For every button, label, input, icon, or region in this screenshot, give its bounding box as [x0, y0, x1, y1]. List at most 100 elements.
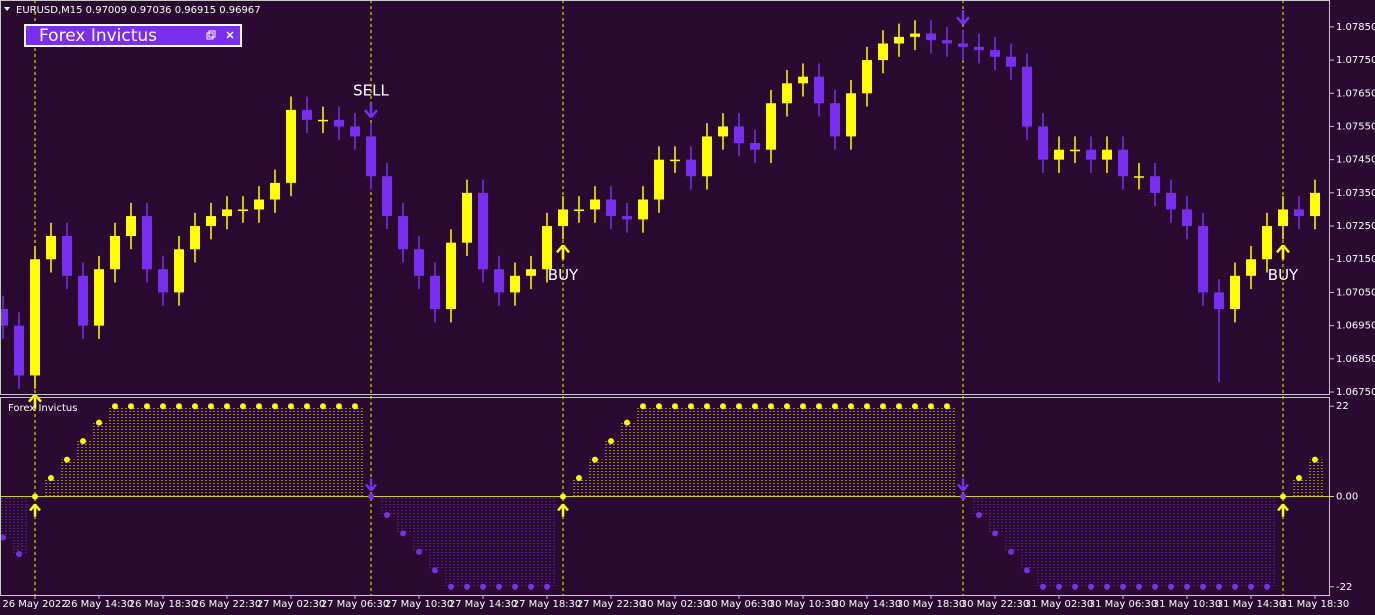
hatch-bar: [395, 496, 411, 534]
y-tick-label: 22: [1336, 401, 1349, 412]
candle-body: [350, 126, 360, 137]
hatch-bar: [603, 441, 619, 497]
candle-body: [526, 269, 536, 276]
hatch-bar: [619, 422, 635, 497]
candle-body: [382, 176, 392, 217]
hatch-bar: [763, 406, 779, 497]
candle-body: [558, 209, 568, 227]
indicator-dot: [768, 403, 774, 410]
menu-triangle[interactable]: [4, 7, 10, 11]
hatch-bar: [1307, 459, 1323, 497]
candle-body: [238, 209, 248, 211]
indicator-dot: [656, 403, 662, 410]
candle-body: [1246, 259, 1256, 276]
y-tick-label: -22: [1336, 582, 1352, 593]
candle-body: [574, 209, 584, 211]
close-button[interactable]: [226, 31, 234, 39]
x-tick-label: 27 May 22:30: [577, 599, 646, 610]
indicator-dot: [464, 583, 470, 590]
hatch-bar: [843, 406, 859, 497]
x-tick-label: 27 May 14:30: [449, 599, 518, 610]
hatch-bar: [683, 406, 699, 497]
hatch-bar: [267, 406, 283, 497]
indicator-dot: [1184, 583, 1190, 590]
hatch-bar: [539, 496, 555, 587]
candle-body: [1070, 149, 1080, 152]
x-tick-label: 26 May 14:30: [65, 599, 134, 610]
candle-body: [94, 269, 104, 326]
hatch-bar: [1291, 478, 1307, 497]
indicator-dot: [1120, 583, 1126, 590]
indicator-dot: [368, 493, 374, 500]
hatch-bar: [1035, 496, 1051, 587]
candle-body: [430, 275, 440, 310]
hatch-bar: [107, 406, 123, 497]
indicator-dot: [1088, 583, 1094, 590]
indicator-dot: [32, 493, 38, 500]
candle-body: [510, 275, 520, 293]
hatch-bar: [299, 406, 315, 497]
candle-body: [398, 216, 408, 250]
indicator-dot: [976, 511, 982, 518]
candle-body: [846, 93, 856, 137]
hatch-bar: [475, 496, 491, 587]
indicator-dot: [784, 403, 790, 410]
indicator-dot: [448, 583, 454, 590]
y-tick-label: 1.06750: [1336, 387, 1375, 398]
y-tick-label: 1.07250: [1336, 221, 1375, 232]
candle-body: [590, 199, 600, 210]
candle-body: [606, 199, 616, 217]
hatch-bar: [315, 406, 331, 497]
hatch-bar: [1083, 496, 1099, 587]
indicator-dot: [304, 403, 310, 410]
indicator-dot: [624, 419, 630, 426]
indicator-dot: [544, 583, 550, 590]
x-tick-label: 31 May 06:30: [1089, 599, 1158, 610]
hatch-bar: [379, 496, 395, 515]
candle-body: [254, 199, 264, 210]
symbol-info: EURUSD,M15 0.97009 0.97036 0.96915 0.969…: [16, 5, 261, 16]
hatch-bar: [779, 406, 795, 497]
sell-arrow: [956, 10, 970, 26]
candle-body: [62, 236, 72, 276]
indicator-dot: [832, 403, 838, 410]
indicator-dot: [224, 403, 230, 410]
indicator-dot: [352, 403, 358, 410]
indicator-dot: [1056, 583, 1062, 590]
hatch-bar: [507, 496, 523, 587]
restore-button[interactable]: [206, 30, 216, 40]
indicator-dot: [800, 403, 806, 410]
indicator-panel-title: Forex Invictus: [39, 26, 157, 46]
sub-sell-arrow: [365, 478, 377, 492]
candle-body: [974, 46, 984, 51]
candle-body: [286, 109, 296, 183]
y-tick-label: 1.07750: [1336, 55, 1375, 66]
hatch-bar: [1163, 496, 1179, 587]
candle-body: [894, 36, 904, 44]
indicator-panel: [24, 24, 242, 47]
indicator-dot: [672, 403, 678, 410]
sell-arrow: [364, 103, 378, 118]
candle-body: [1022, 66, 1032, 127]
indicator-dot: [1200, 583, 1206, 590]
candle-body: [782, 83, 792, 104]
candle-body: [142, 216, 152, 270]
candle-body: [110, 236, 120, 270]
x-tick-label: 30 May 06:30: [705, 599, 774, 610]
hatch-bar: [1003, 496, 1019, 552]
candle-body: [750, 143, 760, 150]
indicator-dot: [560, 493, 566, 500]
x-tick-label: 26 May 18:30: [129, 599, 198, 610]
candle-body: [206, 216, 216, 227]
candle-body: [1198, 226, 1208, 293]
hatch-bar: [1211, 496, 1227, 587]
candle-body: [414, 249, 424, 276]
hatch-bar: [891, 406, 907, 497]
candle-body: [366, 136, 376, 177]
candle-body: [766, 103, 776, 150]
candle-body: [926, 33, 936, 41]
candle-body: [46, 236, 56, 260]
y-tick-label: 1.07550: [1336, 121, 1375, 132]
hatch-bar: [827, 406, 843, 497]
